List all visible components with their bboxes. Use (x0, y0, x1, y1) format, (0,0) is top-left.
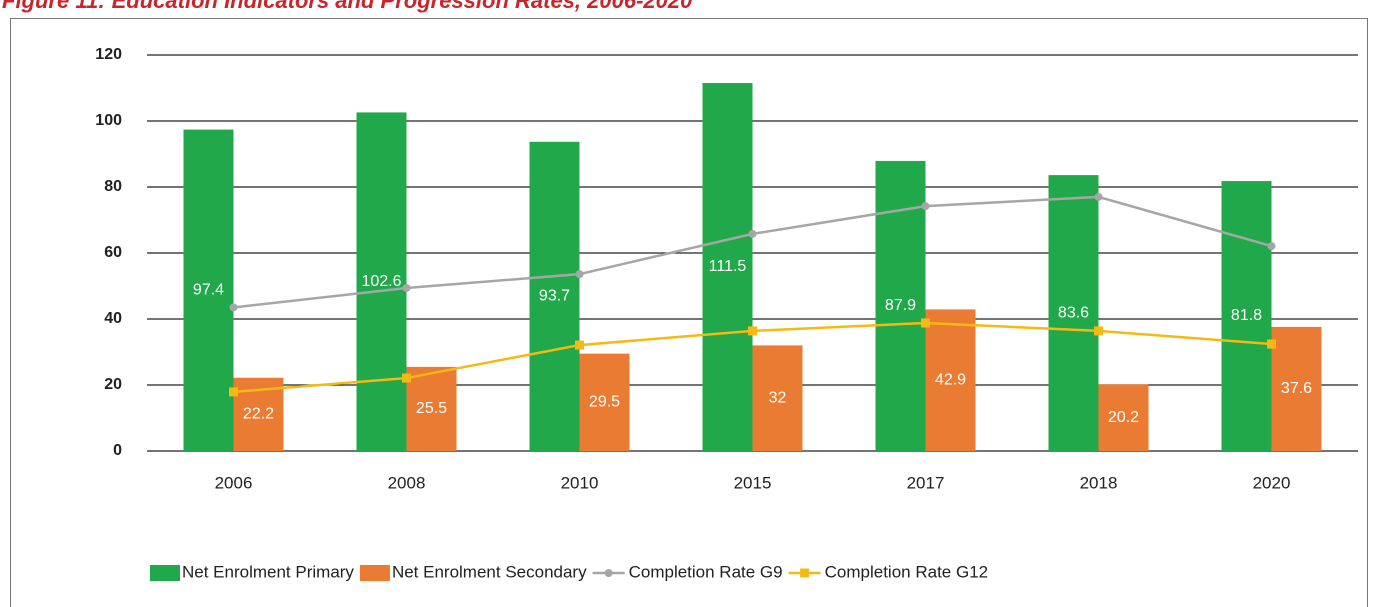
legend-label: Completion Rate G12 (825, 562, 988, 581)
data-label: 87.9 (885, 297, 916, 314)
data-label: 102.6 (361, 273, 401, 290)
data-label: 83.6 (1058, 304, 1089, 321)
y-tick-label: 120 (95, 46, 122, 63)
marker (921, 318, 930, 328)
bar (1221, 181, 1272, 451)
x-tick-label: 2008 (388, 473, 426, 492)
bar (702, 83, 753, 452)
marker (229, 303, 238, 312)
marker (748, 229, 757, 238)
y-tick-label: 40 (104, 310, 122, 327)
marker (921, 202, 930, 211)
x-tick-label: 2006 (215, 473, 253, 492)
x-tick-label: 2015 (734, 473, 772, 492)
y-tick-label: 60 (104, 244, 122, 261)
legend-swatch (359, 565, 390, 581)
x-tick-label: 2010 (561, 473, 599, 492)
legend-label: Completion Rate G9 (629, 562, 783, 581)
data-label: 37.6 (1281, 380, 1312, 397)
x-tick-label: 2018 (1080, 473, 1118, 492)
frame (10, 18, 1368, 607)
x-tick-label: 2020 (1253, 473, 1291, 492)
x-tick-label: 2017 (907, 473, 945, 492)
bar (356, 112, 407, 452)
legend-swatch (800, 568, 810, 578)
bar (752, 345, 803, 451)
data-label: 42.9 (935, 371, 966, 388)
bar (529, 141, 580, 452)
marker (1094, 192, 1103, 201)
y-tick-label: 0 (113, 442, 122, 459)
marker (748, 326, 757, 336)
bar (406, 366, 457, 451)
marker (402, 283, 411, 292)
data-label: 81.8 (1231, 307, 1262, 324)
marker (1094, 326, 1103, 336)
bar (1271, 326, 1322, 451)
marker (1267, 242, 1276, 251)
y-tick-label: 80 (104, 178, 122, 195)
legend-label: Net Enrolment Primary (182, 562, 354, 581)
data-label: 93.7 (539, 288, 570, 305)
chart-title: Figure 11: Education Indicators and Prog… (2, 0, 693, 13)
data-label: 25.5 (416, 400, 447, 417)
y-tick-label: 20 (104, 376, 122, 393)
bar (1048, 175, 1099, 451)
marker (575, 270, 584, 279)
data-label: 97.4 (193, 282, 224, 299)
legend-label: Net Enrolment Secondary (392, 562, 587, 581)
bar (579, 353, 630, 451)
marker (1267, 339, 1276, 349)
data-label: 111.5 (709, 258, 747, 275)
bar (1098, 384, 1149, 451)
y-tick-label: 100 (95, 112, 122, 129)
bar (183, 129, 234, 451)
data-label: 22.2 (243, 406, 274, 423)
legend-swatch (150, 565, 180, 581)
data-label: 29.5 (589, 394, 620, 411)
bar (925, 309, 976, 451)
marker (575, 340, 584, 350)
marker (402, 373, 411, 383)
data-label: 20.2 (1108, 409, 1139, 426)
marker (229, 387, 238, 397)
data-label: 32 (769, 389, 787, 406)
legend-swatch (604, 569, 613, 577)
